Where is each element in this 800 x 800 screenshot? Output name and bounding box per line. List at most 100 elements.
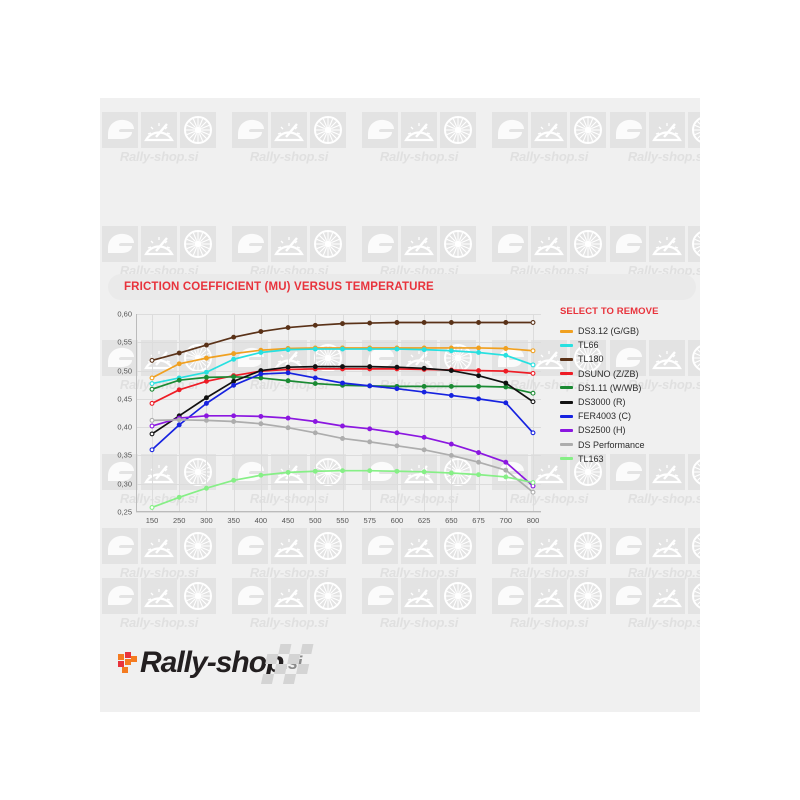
data-point (503, 346, 509, 351)
legend-swatch-icon (560, 400, 573, 404)
data-point (530, 390, 536, 396)
legend-swatch-icon (560, 386, 573, 390)
x-axis-tick-label: 250 (172, 516, 186, 525)
data-point (149, 357, 155, 363)
data-point (421, 383, 427, 389)
data-point (231, 419, 237, 424)
data-point (176, 417, 182, 423)
data-point (421, 365, 427, 371)
watermark-icons (100, 528, 226, 564)
data-point (476, 450, 482, 456)
series-ds2500-h (149, 413, 536, 489)
flag-square (260, 674, 275, 684)
x-axis-tick-label: 300 (200, 516, 213, 525)
x-axis-tick-label: 800 (526, 516, 540, 525)
data-point (285, 378, 291, 384)
data-point (312, 381, 318, 387)
data-point (285, 347, 291, 353)
data-point (367, 383, 373, 389)
watermark-tile: Rally-shop.si (600, 578, 700, 630)
legend-item-tl66[interactable]: TL66 (560, 338, 700, 352)
data-point (503, 352, 509, 358)
data-point (503, 467, 509, 473)
watermark-icons (352, 112, 486, 148)
data-point (203, 369, 209, 375)
watermark-icon (649, 112, 685, 148)
watermark-icon (401, 578, 437, 614)
watermark-icon (310, 528, 346, 564)
legend-item-tl163[interactable]: TL163 (560, 452, 700, 466)
gridline-vertical (396, 314, 398, 512)
legend-item-tl180[interactable]: TL180 (560, 352, 700, 366)
data-point (367, 468, 373, 474)
watermark-icon (102, 578, 138, 614)
legend-item-ds2500-h[interactable]: DS2500 (H) (560, 423, 700, 437)
legend-item-fer4003-c[interactable]: FER4003 (C) (560, 409, 700, 423)
watermark-icons (600, 226, 700, 262)
data-point (149, 423, 155, 429)
data-point (503, 400, 509, 406)
watermark-icon (232, 112, 268, 148)
legend-item-label: DS Performance (578, 439, 645, 450)
watermark-icon (610, 112, 646, 148)
data-point (176, 494, 182, 500)
y-axis-tick-label: 0,45 (117, 394, 132, 404)
series-lines (149, 320, 536, 510)
data-point (176, 422, 182, 428)
watermark-text: Rally-shop.si (249, 565, 329, 580)
legend-item-ds3-12-g-gb[interactable]: DS3.12 (G/GB) (560, 324, 700, 338)
watermark-icons (352, 528, 486, 564)
data-point (231, 356, 237, 362)
data-point (448, 393, 454, 398)
watermark-icon (649, 578, 685, 614)
watermark-icons (352, 226, 486, 262)
legend-item-label: DS2500 (H) (578, 425, 626, 436)
legend-item-label: FER4003 (C) (578, 411, 632, 422)
data-point (258, 375, 264, 381)
data-point (149, 400, 155, 406)
watermark-icons (100, 226, 226, 262)
legend-title: SELECT TO REMOVE (560, 306, 659, 317)
watermark-tile: Rally-shop.si (100, 112, 226, 164)
watermark-icon (688, 112, 700, 148)
data-point (285, 469, 291, 475)
data-point (476, 383, 482, 389)
watermark-icon (401, 226, 437, 262)
legend-item-ds-performance[interactable]: DS Performance (560, 438, 700, 452)
watermark-text: Rally-shop.si (379, 565, 459, 580)
data-point (476, 368, 482, 374)
gridline-horizontal (136, 370, 541, 372)
watermark-icon (362, 578, 398, 614)
x-axis-tick-label: 350 (227, 516, 240, 525)
watermark-icon (362, 112, 398, 148)
x-axis-tick-label: 550 (336, 516, 349, 525)
watermark-icons (222, 112, 356, 148)
x-axis-tick-label: 400 (254, 516, 268, 525)
data-point (421, 469, 427, 475)
data-point (340, 321, 345, 327)
flag-square (300, 644, 314, 654)
data-point (312, 364, 318, 370)
gridline-horizontal (136, 342, 541, 344)
data-point (285, 370, 291, 376)
data-point (421, 347, 427, 353)
watermark-icon (649, 226, 685, 262)
gridline-vertical (152, 314, 153, 512)
gridline-vertical (206, 314, 208, 512)
data-point (340, 423, 345, 429)
data-point (476, 396, 482, 402)
watermark-icon (531, 112, 567, 148)
legend-swatch-icon (560, 428, 573, 432)
legend-item-dsuno-z-zb[interactable]: DSUNO (Z/ZB) (560, 367, 700, 381)
gridline-vertical (179, 314, 181, 512)
watermark-icon (440, 578, 476, 614)
watermark-text: Rally-shop.si (249, 149, 329, 164)
data-point (421, 320, 427, 325)
data-point (503, 320, 509, 325)
data-point (476, 373, 482, 379)
legend-item-ds3000-r[interactable]: DS3000 (R) (560, 395, 700, 409)
data-point (231, 351, 237, 357)
legend-item-ds1-11-w-wb[interactable]: DS1.11 (W/WB) (560, 381, 700, 395)
data-point (258, 350, 264, 355)
site-logo[interactable]: Rally-shop .si (118, 646, 302, 680)
